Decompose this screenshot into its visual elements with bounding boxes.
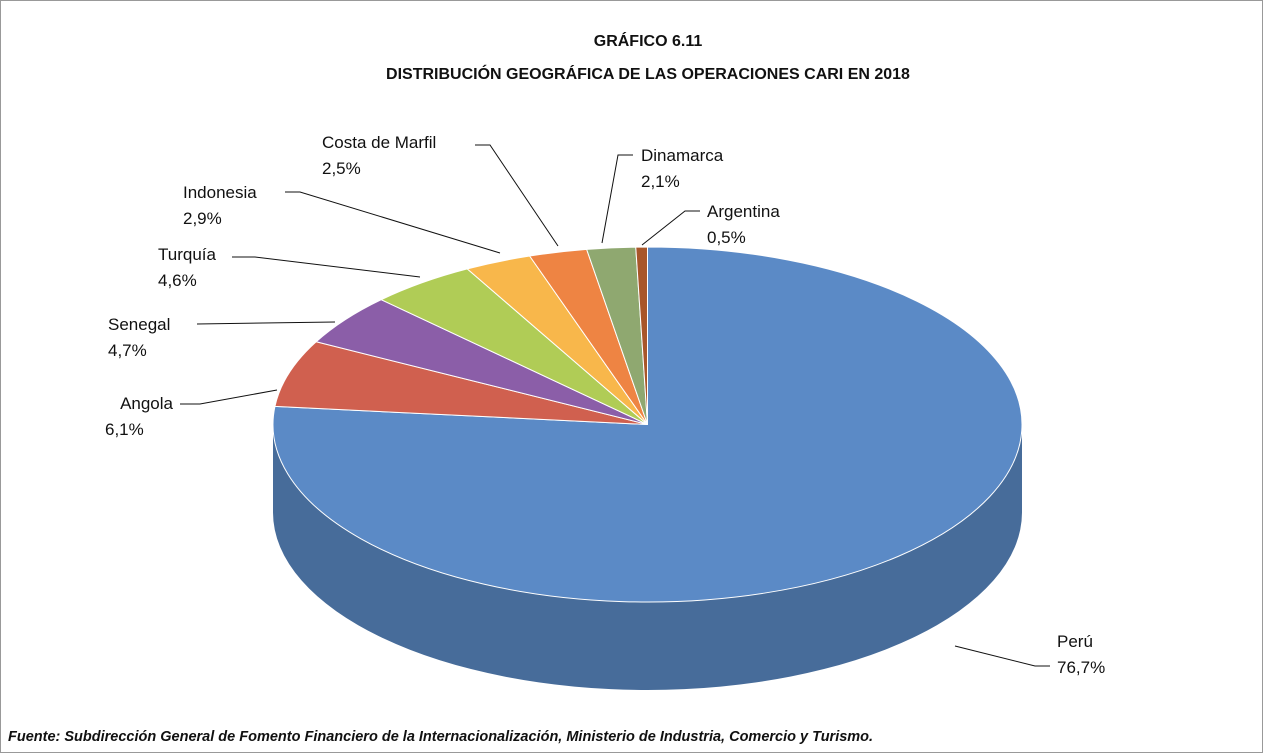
leader-line: [475, 144, 559, 247]
leader-line: [601, 154, 633, 244]
leader-line: [180, 389, 278, 405]
slice-label: Perú: [1057, 632, 1093, 651]
slice-value-label: 6,1%: [105, 420, 144, 439]
slice-label: Angola: [120, 394, 173, 413]
slice-label: Dinamarca: [641, 146, 724, 165]
pie-slice: [635, 246, 648, 425]
slice-label: Senegal: [108, 315, 170, 334]
slice-value-label: 2,9%: [183, 209, 222, 228]
slice-label: Costa de Marfil: [322, 133, 436, 152]
leader-line: [232, 256, 421, 278]
slice-value-label: 4,6%: [158, 271, 197, 290]
slice-value-label: 2,5%: [322, 159, 361, 178]
chart-title: GRÁFICO 6.11: [594, 31, 703, 50]
slice-label: Argentina: [707, 202, 780, 221]
leader-line: [954, 645, 1050, 667]
chart-subtitle: DISTRIBUCIÓN GEOGRÁFICA DE LAS OPERACION…: [386, 64, 910, 83]
slice-value-label: 4,7%: [108, 341, 147, 360]
leader-line: [285, 191, 501, 254]
leader-line: [196, 321, 336, 325]
slice-value-label: 76,7%: [1057, 658, 1105, 677]
pie-slice: [274, 341, 648, 425]
pie-slice-side: [273, 424, 1022, 690]
slice-label: Turquía: [158, 245, 217, 264]
leader-line: [641, 210, 700, 246]
slice-label: Indonesia: [183, 183, 257, 202]
source-note: Fuente: Subdirección General de Fomento …: [8, 729, 873, 745]
slice-value-label: 0,5%: [707, 228, 746, 247]
slice-value-label: 2,1%: [641, 172, 680, 191]
